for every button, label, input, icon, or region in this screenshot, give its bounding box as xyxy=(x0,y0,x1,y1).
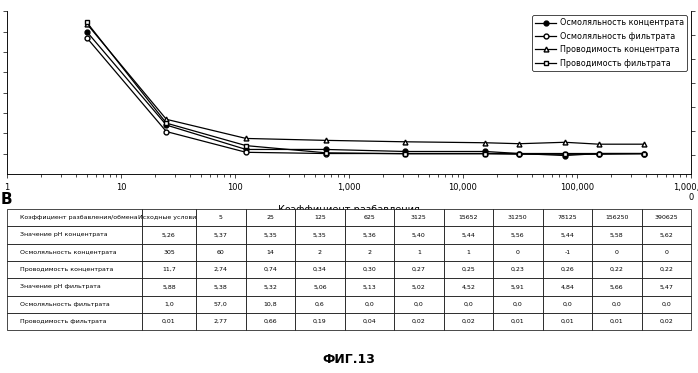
Проводимость концентрата xyxy=(242,136,250,141)
Осмоляльность фильтрата xyxy=(515,151,524,156)
Line: Проводимость фильтрата: Проводимость фильтрата xyxy=(84,20,647,157)
Осмоляльность концентрата xyxy=(481,149,489,154)
Проводимость фильтрата xyxy=(640,151,648,156)
Осмоляльность концентрата xyxy=(560,153,569,158)
Line: Осмоляльность концентрата: Осмоляльность концентрата xyxy=(84,29,647,158)
Проводимость концентрата xyxy=(595,142,603,147)
Проводимость концентрата xyxy=(640,142,648,147)
Осмоляльность фильтрата xyxy=(560,151,569,156)
Осмоляльность концентрата xyxy=(242,147,250,152)
Осмоляльность концентрата xyxy=(515,151,524,156)
Осмоляльность концентрата xyxy=(162,123,170,127)
Осмоляльность концентрата xyxy=(401,149,410,154)
Осмоляльность концентрата xyxy=(595,151,603,156)
Проводимость концентрата xyxy=(515,141,524,146)
Осмоляльность концентрата xyxy=(640,151,648,156)
X-axis label: Коэффициент разбавления: Коэффициент разбавления xyxy=(278,205,420,215)
Проводимость фильтрата xyxy=(515,152,524,157)
Проводимость фильтрата xyxy=(242,143,250,148)
Проводимость фильтрата xyxy=(481,151,489,156)
Проводимость концентрата xyxy=(162,117,170,122)
Осмоляльность фильтрата xyxy=(640,151,648,156)
Проводимость фильтрата xyxy=(401,151,410,156)
Text: ФИГ.13: ФИГ.13 xyxy=(322,352,376,366)
Проводимость концентрата xyxy=(322,138,330,142)
Проводимость концентрата xyxy=(401,140,410,144)
Осмоляльность фильтрата xyxy=(401,151,410,156)
Text: В: В xyxy=(0,192,12,207)
Проводимость фильтрата xyxy=(560,152,569,157)
Проводимость концентрата xyxy=(481,141,489,145)
Осмоляльность фильтрата xyxy=(82,35,91,40)
Осмоляльность фильтрата xyxy=(322,151,330,156)
Проводимость фильтрата xyxy=(322,151,330,155)
Проводимость фильтрата xyxy=(162,121,170,125)
Line: Проводимость концентрата: Проводимость концентрата xyxy=(84,21,647,147)
Проводимость концентрата xyxy=(82,21,91,26)
Осмоляльность фильтрата xyxy=(242,150,250,154)
Проводимость фильтрата xyxy=(82,20,91,25)
Осмоляльность концентрата xyxy=(82,29,91,34)
Осмоляльность фильтрата xyxy=(162,129,170,134)
Проводимость фильтрата xyxy=(595,152,603,157)
Осмоляльность фильтрата xyxy=(595,151,603,156)
Осмоляльность фильтрата xyxy=(481,151,489,156)
Line: Осмоляльность фильтрата: Осмоляльность фильтрата xyxy=(84,35,647,156)
Legend: Осмоляльность концентрата, Осмоляльность фильтрата, Проводимость концентрата, Пр: Осмоляльность концентрата, Осмоляльность… xyxy=(533,15,687,71)
Проводимость концентрата xyxy=(560,140,569,144)
Осмоляльность концентрата xyxy=(322,147,330,152)
